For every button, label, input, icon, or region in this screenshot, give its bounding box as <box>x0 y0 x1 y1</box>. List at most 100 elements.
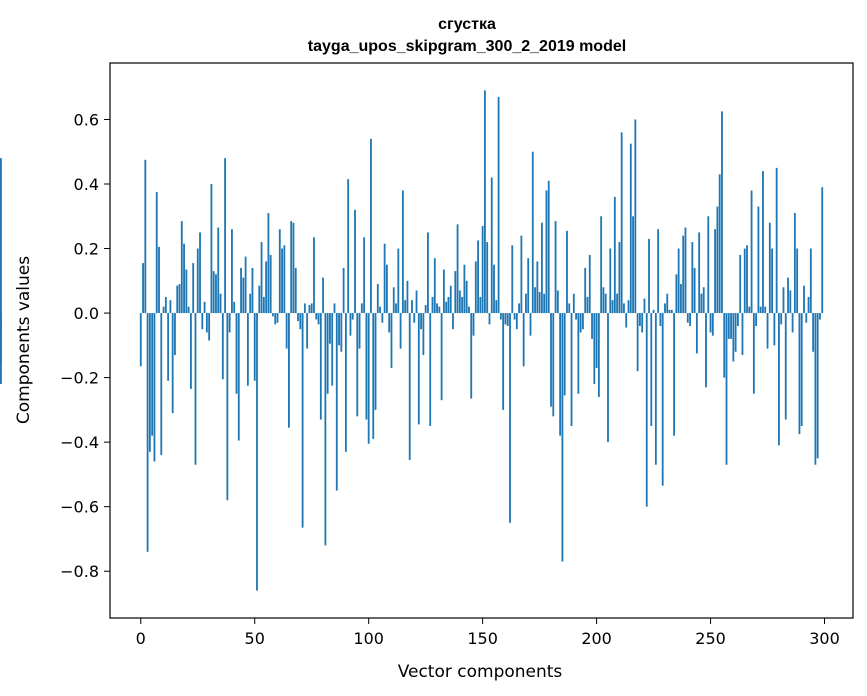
bar <box>148 313 151 452</box>
bar <box>812 313 815 352</box>
bar <box>705 313 707 388</box>
bar <box>638 313 641 326</box>
bar <box>755 313 758 326</box>
bar <box>342 267 345 314</box>
bar <box>139 313 142 367</box>
bar <box>593 313 596 385</box>
bar <box>187 306 190 314</box>
bar <box>297 313 299 322</box>
bar <box>0 313 2 333</box>
bar <box>196 248 199 314</box>
bar <box>415 290 418 314</box>
bar <box>344 313 347 452</box>
bar <box>242 277 245 314</box>
bar <box>176 285 179 314</box>
bar <box>438 306 441 314</box>
bar <box>465 280 468 314</box>
x-axis: 0 50 100 150 200 250 300 <box>136 618 840 648</box>
bar <box>301 313 304 528</box>
bar <box>591 313 593 339</box>
bar <box>643 298 646 314</box>
bar <box>240 267 242 314</box>
bar <box>340 313 343 352</box>
bar <box>411 300 413 314</box>
bar <box>570 313 573 427</box>
bar <box>370 138 372 314</box>
bar <box>322 277 325 314</box>
bar <box>773 313 776 346</box>
bar <box>602 287 605 314</box>
bar <box>595 313 598 368</box>
bar <box>183 243 185 314</box>
bar <box>531 151 534 314</box>
bar <box>568 303 571 314</box>
bar <box>470 313 473 399</box>
bar <box>816 313 819 459</box>
y-tick-label: 0.4 <box>74 175 99 194</box>
bar <box>258 285 261 314</box>
bar <box>664 303 666 314</box>
bar <box>566 230 568 314</box>
bar <box>436 303 438 314</box>
bar <box>326 313 329 394</box>
bar <box>657 229 660 314</box>
bar <box>192 263 195 314</box>
bar <box>374 313 377 410</box>
bar <box>221 313 224 380</box>
bar <box>354 209 356 314</box>
bar <box>281 248 283 314</box>
bar <box>709 313 712 333</box>
bar <box>299 313 302 330</box>
y-axis: −0.8 −0.6 −0.4 −0.2 0.0 0.2 0.4 0.6 <box>60 110 110 581</box>
bar <box>360 303 363 314</box>
bar <box>363 237 366 314</box>
bar <box>160 313 163 456</box>
bar <box>235 313 238 394</box>
bar <box>178 284 181 314</box>
plot-area <box>110 63 853 618</box>
bar <box>723 313 726 378</box>
bar <box>383 243 386 314</box>
bar <box>265 261 268 314</box>
bar <box>290 221 293 314</box>
bar <box>579 313 582 333</box>
bar <box>648 238 650 314</box>
bar <box>347 179 350 314</box>
bar <box>613 196 616 314</box>
bar <box>673 313 675 436</box>
bar <box>408 313 411 460</box>
bar <box>732 313 735 362</box>
bar <box>447 296 450 314</box>
bar <box>219 293 222 314</box>
bar <box>819 313 821 320</box>
bar <box>680 284 682 314</box>
bar <box>331 313 334 386</box>
bar <box>288 313 290 428</box>
bar <box>237 313 240 441</box>
bar <box>718 174 721 314</box>
bar <box>693 267 696 314</box>
bar <box>0 158 2 314</box>
bar <box>522 313 525 367</box>
bar <box>376 284 379 314</box>
bar <box>525 293 527 314</box>
bar <box>201 313 204 330</box>
bar <box>285 313 288 349</box>
bar <box>698 232 701 314</box>
bar <box>739 254 742 314</box>
bar <box>249 293 252 314</box>
bar <box>700 293 703 314</box>
bar <box>616 293 619 314</box>
chart-title: сгустка <box>438 16 496 33</box>
bar <box>597 313 600 397</box>
bar <box>194 313 197 465</box>
bar <box>442 269 445 314</box>
bar <box>654 313 657 465</box>
chart-subtitle: tayga_upos_skipgram_300_2_2019 model <box>308 38 626 55</box>
bar <box>809 248 812 314</box>
bar <box>484 90 486 314</box>
bar <box>356 313 359 417</box>
bar <box>821 187 824 314</box>
bar <box>552 313 555 417</box>
bar <box>618 242 621 314</box>
